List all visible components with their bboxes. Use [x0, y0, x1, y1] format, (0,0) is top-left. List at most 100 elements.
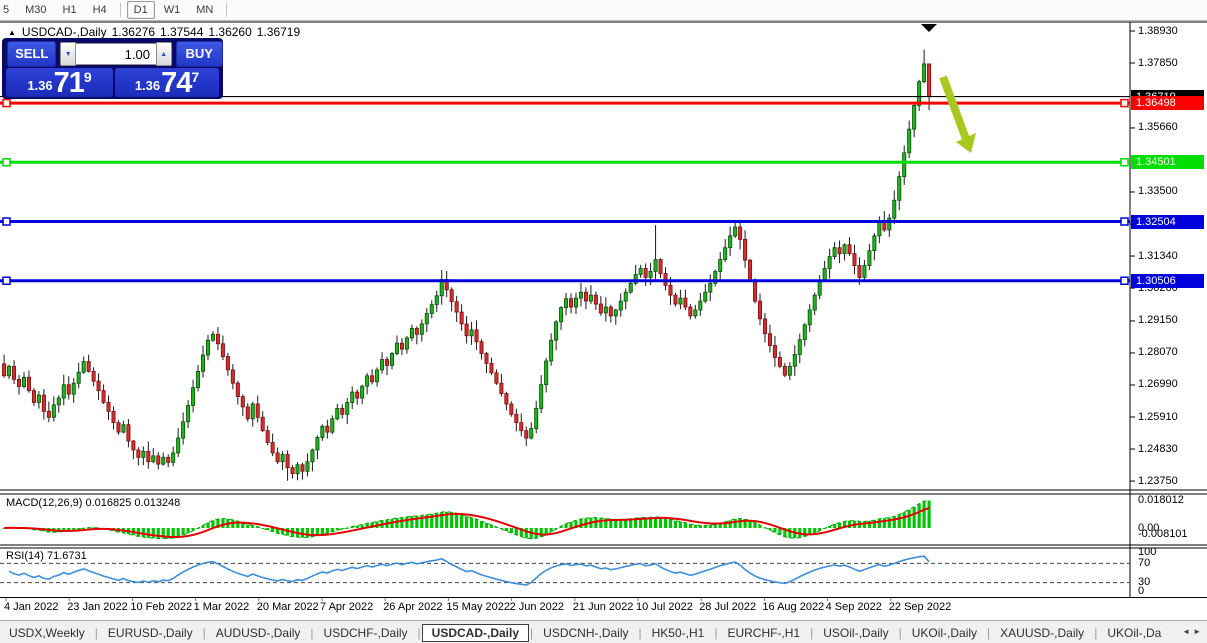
macd-histogram-bar: [728, 520, 732, 528]
volume-decrease-button[interactable]: ▼: [60, 42, 76, 66]
collapse-triangle-icon[interactable]: ▲: [8, 28, 16, 37]
candle-body: [56, 397, 61, 406]
macd-histogram-bar: [922, 501, 926, 528]
macd-histogram-bar: [519, 528, 523, 537]
level-handle[interactable]: [2, 217, 11, 226]
one-click-trade-panel: SELL ▼ ▲ BUY 1.36 71 9 1.36 74 7: [2, 38, 223, 99]
tab-ukoil-daily[interactable]: UKOil-,Daily: [911, 625, 978, 640]
macd-histogram-bar: [216, 519, 220, 528]
macd-histogram-bar: [788, 528, 792, 538]
buy-button[interactable]: BUY: [175, 41, 223, 67]
timeframe-w1[interactable]: W1: [163, 4, 181, 16]
candle-body: [260, 416, 265, 432]
timeframe-5[interactable]: 5: [3, 4, 10, 16]
macd-main-line: [4, 500, 930, 540]
tab-xauusd-daily[interactable]: XAUUSD-,Daily: [1000, 625, 1085, 640]
level-handle[interactable]: [2, 158, 11, 167]
macd-histogram-bar: [738, 518, 742, 528]
sell-button[interactable]: SELL: [7, 41, 57, 67]
timeframe-m30[interactable]: M30: [25, 4, 47, 16]
macd-histogram-bar: [67, 528, 71, 532]
tab-usdcnh-daily[interactable]: USDCNH-,Daily: [543, 625, 629, 640]
volume-increase-button[interactable]: ▲: [155, 42, 172, 66]
macd-histogram-bar: [280, 528, 285, 535]
macd-histogram-bar: [499, 528, 503, 530]
buy-price-display[interactable]: 1.36 74 7: [115, 68, 219, 98]
macd-histogram-bar: [768, 528, 772, 531]
candle-body: [524, 430, 529, 439]
candle-body: [191, 387, 196, 406]
level-handle[interactable]: [2, 276, 11, 285]
macd-histogram-bar: [549, 528, 553, 533]
macd-histogram-bar: [619, 519, 623, 528]
macd-histogram-bar: [425, 514, 429, 528]
candle-body: [370, 375, 375, 383]
macd-histogram-bar: [599, 518, 603, 528]
candle-body: [141, 450, 146, 458]
date-label: 10 Feb 2022: [130, 601, 193, 613]
price-axis-label: 1.35660: [1138, 121, 1178, 134]
tab-scroll-left-button[interactable]: ◄: [1182, 627, 1194, 636]
level-handle[interactable]: [1120, 276, 1129, 285]
candle-body: [638, 268, 643, 275]
macd-histogram-bar: [201, 525, 205, 528]
level-handle[interactable]: [1120, 98, 1129, 108]
level-handle[interactable]: [1120, 217, 1129, 226]
candle-body: [81, 361, 86, 373]
tab-separator: |: [810, 625, 814, 640]
tab-usdcad-daily[interactable]: USDCAD-,Daily: [421, 623, 530, 642]
level-handle[interactable]: [2, 98, 11, 108]
candle-body: [375, 369, 380, 383]
macd-histogram-bar: [703, 525, 707, 528]
tab-audusd-daily[interactable]: AUDUSD-,Daily: [215, 625, 301, 640]
rsi-axis-label: 100: [1138, 545, 1157, 558]
candle-body: [434, 295, 439, 306]
candle-body: [578, 291, 583, 299]
macd-histogram-bar: [435, 513, 439, 528]
tab-ukoil-da[interactable]: UKOil-,Da: [1107, 625, 1162, 640]
macd-histogram-bar: [430, 513, 434, 528]
tab-scroll-right-button[interactable]: ►: [1193, 627, 1204, 636]
macd-histogram-bar: [887, 517, 891, 528]
macd-histogram-bar: [594, 517, 598, 528]
macd-histogram-bar: [644, 517, 648, 528]
timeframe-mn[interactable]: MN: [196, 4, 214, 16]
candle-body: [61, 384, 66, 399]
candle-body: [330, 418, 335, 433]
candle-body: [852, 253, 857, 266]
top-triangle-marker[interactable]: [921, 24, 937, 32]
candle-body: [514, 413, 519, 424]
macd-histogram-bar: [350, 526, 354, 528]
macd-histogram-bar: [420, 515, 424, 528]
macd-histogram-bar: [266, 528, 270, 530]
candle-body: [250, 403, 255, 420]
macd-histogram-bar: [927, 500, 931, 528]
tab-eurusd-daily[interactable]: EURUSD-,Daily: [107, 625, 193, 640]
tab-usoil-daily[interactable]: USOil-,Daily: [823, 625, 889, 640]
level-handle[interactable]: [1120, 158, 1129, 167]
candle-body: [922, 63, 927, 83]
macd-histogram-bar: [778, 528, 782, 535]
macd-histogram-bar: [450, 512, 454, 528]
timeframe-d1[interactable]: D1: [126, 1, 155, 19]
macd-histogram-bar: [847, 520, 852, 528]
price-level-box-1-32504: 1.32504: [1131, 214, 1204, 229]
tab-hk50-h1[interactable]: HK50-,H1: [651, 625, 705, 640]
macd-histogram-bar: [92, 527, 96, 529]
date-label: 16 Aug 2022: [762, 601, 825, 613]
candle-body: [101, 390, 106, 403]
macd-histogram-bar: [639, 517, 643, 528]
macd-histogram-bar: [400, 517, 404, 528]
candle-body: [549, 339, 554, 362]
down-arrow-annotation[interactable]: [939, 75, 970, 141]
tab-eurchf-h1[interactable]: EURCHF-,H1: [727, 625, 801, 640]
timeframe-h1[interactable]: H1: [62, 4, 77, 16]
timeframe-h4[interactable]: H4: [92, 4, 107, 16]
candle-body: [2, 363, 7, 377]
candle-body: [320, 425, 325, 438]
sell-price-display[interactable]: 1.36 71 9: [6, 68, 113, 98]
macd-histogram-bar: [683, 522, 688, 528]
volume-input[interactable]: [75, 43, 156, 65]
tab-usdx-weekly[interactable]: USDX,Weekly: [9, 625, 85, 640]
tab-usdchf-daily[interactable]: USDCHF-,Daily: [323, 625, 408, 640]
